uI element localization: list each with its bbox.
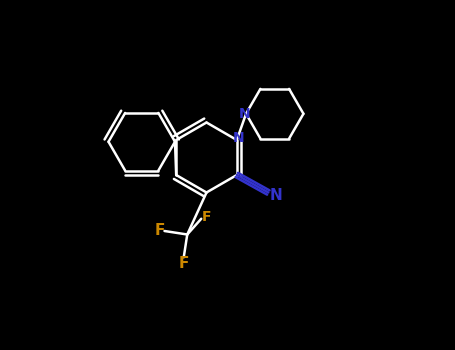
- Text: F: F: [202, 210, 211, 224]
- Text: N: N: [233, 131, 244, 145]
- Text: N: N: [238, 107, 250, 121]
- Text: F: F: [178, 256, 189, 271]
- Text: F: F: [155, 224, 166, 238]
- Text: N: N: [270, 188, 283, 203]
